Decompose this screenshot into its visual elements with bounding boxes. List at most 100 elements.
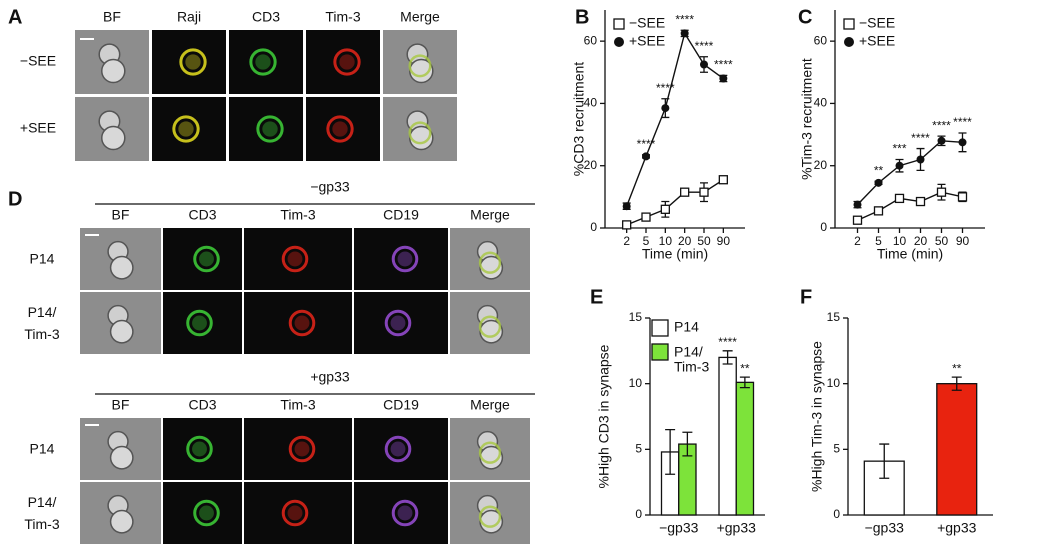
y-tick-label: 0 (590, 220, 597, 234)
marker (622, 202, 631, 211)
marker (852, 215, 863, 225)
significance: **** (718, 335, 737, 349)
bar (718, 356, 737, 516)
marker (642, 152, 650, 161)
legend-marker (844, 37, 854, 47)
cell-signal (332, 121, 348, 137)
section-title: +gp33 (310, 369, 350, 385)
y-tick-label: 20 (814, 158, 828, 172)
cell-signal (326, 115, 354, 143)
cell-signal (390, 441, 406, 457)
error-bar (879, 443, 890, 479)
column-label: Tim-3 (280, 397, 315, 413)
series-line (626, 31, 724, 207)
x-axis-label: Time (min) (877, 246, 943, 262)
marker (958, 138, 967, 147)
image-tile (244, 228, 352, 290)
panel-label: E (590, 286, 603, 308)
y-tick-label: 15 (629, 310, 643, 324)
legend-marker (843, 18, 855, 30)
cell-signal (397, 505, 413, 521)
significance: **** (932, 118, 951, 132)
cell-signal (193, 245, 220, 273)
cell-signal (281, 499, 309, 527)
y-tick-label: 10 (629, 376, 643, 390)
cell-signal (281, 245, 309, 273)
marker (936, 187, 947, 197)
cell-signal (294, 315, 310, 331)
column-label: BF (112, 397, 130, 413)
x-tick-label: −gp33 (865, 520, 905, 536)
cell-signal (288, 435, 316, 463)
y-tick-label: 0 (833, 507, 840, 521)
cell (109, 255, 134, 280)
cell-signal (288, 309, 316, 337)
cell-signal (478, 505, 502, 528)
x-tick-label: 10 (659, 234, 673, 248)
image-tile (163, 292, 242, 354)
cell (109, 509, 134, 534)
y-tick-label: 0 (820, 220, 827, 234)
legend-label: +SEE (859, 33, 895, 49)
image-tile (244, 292, 352, 354)
legend-label: P14/Tim-3 (674, 343, 709, 374)
bar (735, 381, 755, 516)
error-bar (682, 431, 693, 457)
cell-signal (478, 441, 502, 464)
cell-signal (186, 309, 213, 337)
column-label: Raji (177, 9, 201, 25)
panel-label: B (575, 6, 589, 28)
cell-signal (262, 121, 278, 137)
cell-signal (478, 315, 502, 338)
cell-signal (256, 115, 284, 143)
significance: **** (695, 39, 714, 53)
row-label: P14 (30, 441, 55, 457)
marker (661, 104, 670, 113)
cell-signal (391, 499, 419, 527)
scale-bar (85, 424, 99, 426)
cell-signal (193, 499, 220, 527)
y-tick-label: 10 (827, 376, 841, 390)
marker (853, 200, 862, 209)
image-tile (244, 418, 352, 480)
cell-signal (178, 121, 194, 137)
marker (719, 74, 728, 83)
column-label: Tim-3 (280, 207, 315, 223)
panel-label: D (8, 188, 22, 210)
image-tile (306, 30, 380, 94)
column-label: CD3 (188, 207, 216, 223)
x-tick-label: 2 (623, 234, 630, 248)
image-tile (229, 30, 303, 94)
marker (718, 175, 728, 185)
significance: ** (740, 361, 750, 375)
image-tile (152, 30, 226, 94)
column-label: CD19 (383, 397, 419, 413)
cell (109, 445, 134, 470)
cell-signal (408, 121, 432, 145)
image-tile (354, 482, 448, 544)
cell-signal (339, 54, 355, 70)
x-tick-label: 90 (717, 234, 731, 248)
column-label: Merge (470, 207, 510, 223)
marker (660, 204, 670, 214)
marker (680, 29, 689, 38)
series-line (857, 191, 963, 221)
x-tick-label: 10 (893, 234, 907, 248)
cell-signal (333, 48, 361, 76)
legend-marker (613, 18, 625, 30)
significance: **** (953, 115, 972, 129)
x-tick-label: 5 (643, 234, 650, 248)
cell (109, 319, 134, 344)
significance: **** (656, 81, 675, 95)
image-tile (152, 97, 226, 161)
significance: ** (952, 361, 962, 375)
y-axis-label: %High CD3 in synapse (596, 344, 612, 488)
row-label: P14 (30, 251, 55, 267)
y-tick-label: 5 (635, 442, 642, 456)
image-tile (163, 228, 242, 290)
marker (937, 136, 946, 145)
row-label: P14/Tim-3 (24, 494, 59, 532)
cell-signal (287, 505, 303, 521)
cell (101, 125, 126, 151)
column-label: CD3 (252, 9, 280, 25)
